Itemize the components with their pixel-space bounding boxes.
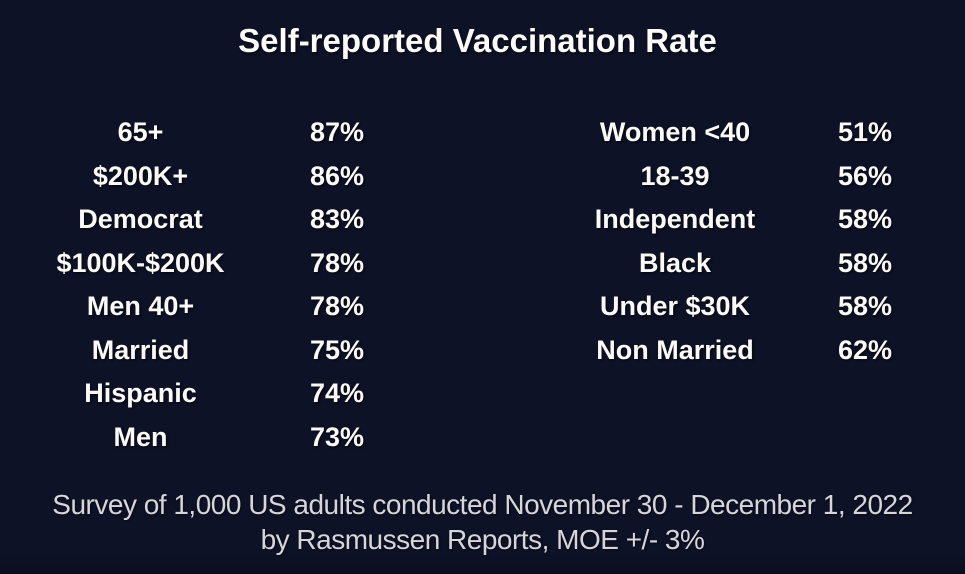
category-label: Married	[91, 334, 190, 365]
percentage-value: 86%	[310, 160, 365, 191]
percentage-value: 58%	[838, 291, 893, 321]
category-label: 65+	[117, 117, 164, 147]
footnote-line-1: Survey of 1,000 US adults conducted Nove…	[52, 489, 913, 520]
category-label: Hispanic	[84, 378, 197, 408]
percentage-value: 83%	[310, 204, 365, 234]
category-label: Non Married	[596, 334, 754, 365]
footnote-line-2: by Rasmussen Reports, MOE +/- 3%	[260, 524, 705, 555]
category-label: $200K+	[92, 160, 189, 191]
category-label: Men	[113, 421, 168, 452]
percentage-value: 78%	[310, 247, 365, 278]
category-label: 18-39	[640, 160, 710, 191]
category-label: Men 40+	[86, 291, 195, 321]
right-value-column: 51% 56% 58% 58% 58% 62%	[838, 111, 892, 372]
percentage-value: 74%	[310, 378, 365, 408]
percentage-value: 87%	[310, 117, 365, 147]
category-label: $100K-$200K	[56, 247, 225, 278]
left-label-column: 65+ $200K+ Democrat $100K-$200K Men 40+ …	[0, 111, 281, 459]
chart-title: Self-reported Vaccination Rate	[238, 22, 717, 59]
percentage-value: 58%	[838, 204, 893, 234]
category-label: Black	[638, 247, 712, 278]
percentage-value: 58%	[838, 247, 893, 278]
left-value-column: 87% 86% 83% 78% 78% 75% 74% 73%	[310, 111, 364, 459]
category-label: Democrat	[78, 204, 203, 234]
percentage-value: 75%	[310, 334, 365, 365]
right-label-column: Women <40 18-39 Independent Black Under …	[535, 111, 815, 372]
percentage-value: 56%	[838, 160, 893, 191]
percentage-value: 51%	[838, 117, 893, 147]
category-label: Under $30K	[599, 291, 751, 321]
percentage-value: 62%	[838, 334, 893, 365]
percentage-value: 78%	[310, 291, 365, 321]
category-label: Independent	[594, 204, 756, 234]
category-label: Women <40	[599, 117, 751, 147]
footnote: Survey of 1,000 US adults conducted Nove…	[0, 487, 965, 557]
percentage-value: 73%	[310, 421, 365, 452]
